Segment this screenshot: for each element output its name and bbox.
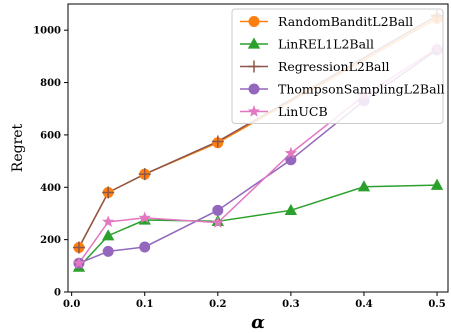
y-tick-label: 1000 [33, 26, 61, 37]
data-point-linucb [102, 215, 115, 228]
data-point-regressionl2ball [102, 186, 115, 199]
data-point-regressionl2ball [138, 168, 151, 181]
x-tick-label: 0.3 [282, 299, 299, 310]
axis-ticks: 0.0 0.1 0.2 0.3 0.4 0.5 0 200 400 600 800 1000 [33, 26, 446, 310]
legend-box [231, 8, 444, 124]
legend-swatch-marker [248, 60, 260, 73]
legend-label-thompsonsamplingl2ball: ThompsonSamplingL2Ball [278, 82, 445, 97]
data-point-linucb [72, 256, 86, 269]
data-point-regressionl2ball [211, 135, 224, 148]
legend-label-linucb: LinUCB [278, 104, 328, 119]
x-tick-label: 0.4 [355, 299, 372, 310]
x-tick-label: 0.0 [63, 299, 80, 310]
legend-label-regressionl2ball: RegressionL2Ball [278, 59, 389, 74]
data-point-linucb [284, 146, 298, 159]
y-tick-label: 800 [40, 78, 61, 89]
legend-swatch-marker [248, 16, 260, 27]
data-point-thompsonsamplingl2ball [139, 241, 151, 253]
legend-swatch-marker [248, 83, 260, 95]
y-tick-label: 0 [54, 288, 61, 299]
series-line-linrel1l2ball [78, 184, 438, 268]
data-point-linucb [138, 211, 151, 224]
y-tick-label: 400 [40, 183, 61, 194]
legend-label-linrel1l2ball: LinREL1L2Ball [278, 37, 374, 52]
data-point-regressionl2ball [72, 241, 85, 254]
data-point-linrel1l2ball [357, 180, 371, 192]
data-point-linrel1l2ball [284, 203, 298, 215]
x-axis-title: α [251, 312, 265, 333]
y-tick-label: 600 [40, 130, 61, 141]
x-tick-label: 0.5 [428, 299, 445, 310]
y-axis-title: Regret [10, 123, 26, 172]
y-tick-label: 200 [40, 235, 61, 246]
data-point-linrel1l2ball [430, 178, 444, 190]
x-tick-label: 0.1 [136, 299, 153, 310]
data-point-linrel1l2ball [102, 229, 115, 241]
legend-label-randombanditl2ball: RandomBanditL2Ball [278, 14, 413, 29]
x-tick-label: 0.2 [209, 299, 226, 310]
legend-swatch-marker [247, 105, 261, 117]
data-point-thompsonsamplingl2ball [212, 204, 224, 216]
legend: RandomBanditL2Ball LinREL1L2Ball Regressio… [231, 8, 445, 124]
data-point-linucb [211, 216, 224, 228]
plot-frame [67, 3, 449, 293]
legend-swatch-marker [247, 37, 261, 49]
data-point-thompsonsamplingl2ball [102, 245, 114, 257]
